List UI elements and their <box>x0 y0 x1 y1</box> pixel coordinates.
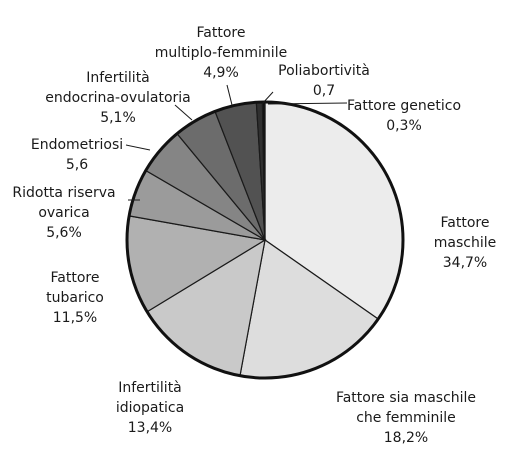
slice-label-line: 5,1% <box>100 110 136 126</box>
slice-label-line: 34,7% <box>443 255 487 271</box>
slice-label-line: Fattore <box>441 215 490 231</box>
leader-lines <box>125 84 348 201</box>
slice-label-line: 5,6% <box>46 225 82 241</box>
slice-label-fattore-genetico: Fattore genetico 0,3% <box>347 98 461 134</box>
slice-label-line: 11,5% <box>53 310 97 326</box>
slice-label-line: Fattore <box>197 25 246 41</box>
slice-label-ridotta-riserva-ovarica: Ridotta riserva ovarica 5,6% <box>12 185 115 241</box>
slice-label-line: idiopatica <box>116 400 184 416</box>
slice-label-fattore-multiplo-femminile: Fattore multiplo-femminile 4,9% <box>155 25 287 81</box>
slice-label-endometriosi: Endometriosi 5,6 <box>31 137 123 173</box>
slice-label-fattore-sia-maschile-che-femminile: Fattore sia maschile che femminile 18,2% <box>336 390 476 446</box>
leader-line-endometriosi <box>125 144 151 151</box>
pie-outline <box>125 100 405 380</box>
leader-line-poliabortivita <box>261 91 274 105</box>
slice-label-line: ovarica <box>38 205 89 221</box>
slice-label-line: Fattore sia maschile <box>336 390 476 406</box>
slice-label-line: 18,2% <box>384 430 428 446</box>
slice-label-infertilita-idiopatica: Infertilità idiopatica 13,4% <box>116 380 184 436</box>
slice-label-line: Fattore <box>51 270 100 286</box>
slice-label-infertilita-endocrina-ovulatoria: Infertilità endocrina-ovulatoria 5,1% <box>45 70 191 126</box>
slice-label-line: maschile <box>434 235 496 251</box>
leader-line-infertilita-endocrina-ovulatoria <box>174 104 193 121</box>
slice-label-line: Ridotta riserva <box>12 185 115 201</box>
leader-line-fattore-multiplo-femminile <box>226 84 233 106</box>
slice-label-line: Endometriosi <box>31 137 123 153</box>
slice-label-fattore-tubarico: Fattore tubarico 11,5% <box>46 270 104 326</box>
leader-line-fattore-genetico <box>267 102 348 105</box>
slice-label-fattore-maschile: Fattore maschile 34,7% <box>434 215 496 271</box>
slice-label-line: 5,6 <box>66 157 88 173</box>
slice-label-line: multiplo-femminile <box>155 45 287 61</box>
slice-label-line: tubarico <box>46 290 104 306</box>
slice-label-line: 0,7 <box>313 83 335 99</box>
slice-label-line: Infertilità <box>86 70 150 86</box>
slice-labels: Fattore maschile 34,7% Fattore sia maschile… <box>12 25 496 446</box>
slice-label-line: Infertilità <box>118 380 182 396</box>
slice-label-line: Fattore genetico <box>347 98 461 114</box>
slice-label-line: Poliabortività <box>278 63 370 79</box>
slice-label-line: 0,3% <box>386 118 422 134</box>
slice-label-poliabortivita: Poliabortività 0,7 <box>278 63 370 99</box>
slice-label-line: 4,9% <box>203 65 239 81</box>
slice-label-line: endocrina-ovulatoria <box>45 90 191 106</box>
slice-label-line: 13,4% <box>128 420 172 436</box>
slice-label-line: che femminile <box>356 410 456 426</box>
